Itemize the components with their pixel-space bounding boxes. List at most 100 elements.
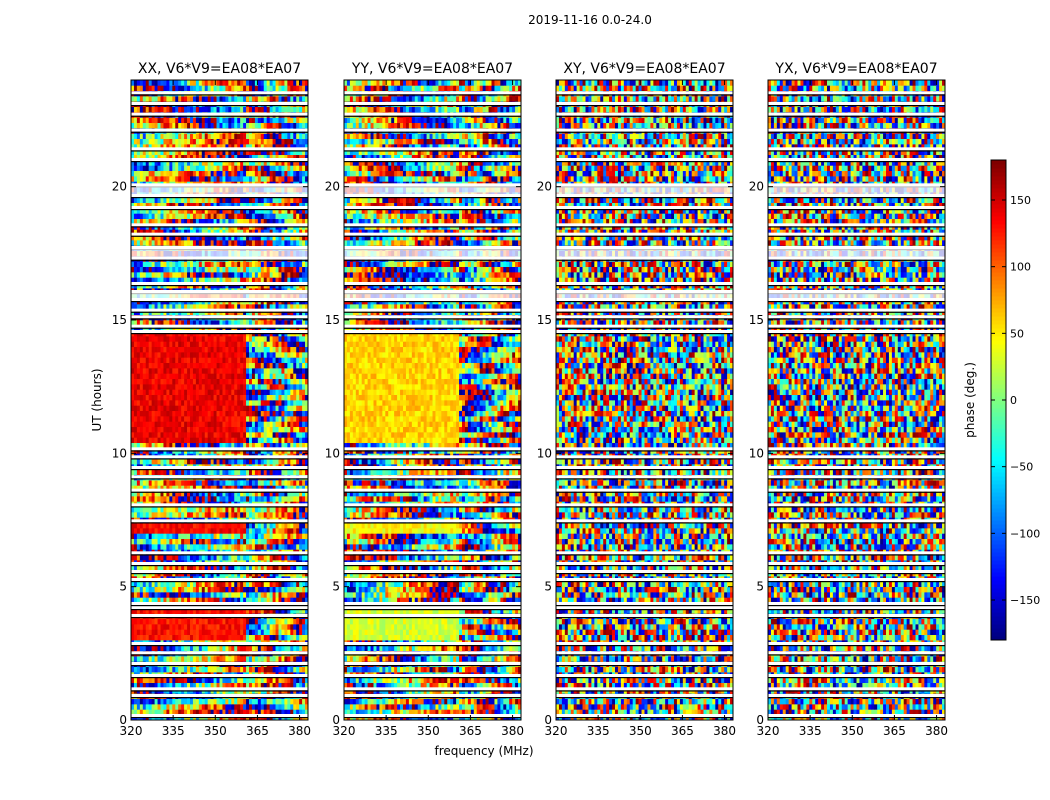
heat-cell — [228, 624, 231, 630]
heat-cell — [264, 656, 267, 662]
heat-cell — [225, 592, 228, 598]
heat-cell — [279, 619, 282, 625]
heat-cell — [202, 704, 205, 710]
heat-cell — [217, 619, 220, 625]
heat-cell — [143, 592, 146, 598]
heat-cell — [220, 629, 223, 635]
heat-cell — [284, 629, 287, 635]
heat-cell — [217, 667, 220, 673]
heat-cell — [134, 624, 137, 630]
heat-cell — [281, 699, 284, 705]
heat-cell — [302, 629, 305, 635]
heat-cell — [205, 629, 208, 635]
heat-cell — [228, 629, 231, 635]
heat-cell — [273, 624, 276, 630]
heat-cell — [273, 592, 276, 598]
heat-cell — [178, 587, 181, 593]
heat-cell — [299, 699, 302, 705]
heat-cell — [225, 635, 228, 641]
heat-cell — [146, 704, 149, 710]
heat-cell — [264, 704, 267, 710]
heat-cell — [181, 704, 184, 710]
heat-cell — [181, 699, 184, 705]
heat-cell — [237, 624, 240, 630]
heat-cell — [199, 629, 202, 635]
heat-cell — [234, 704, 237, 710]
heat-cell — [169, 699, 172, 705]
heat-cell — [287, 704, 290, 710]
heat-cell — [240, 587, 243, 593]
heat-cell — [211, 624, 214, 630]
heat-cell — [199, 587, 202, 593]
heat-cell — [249, 656, 252, 662]
heat-cell — [193, 592, 196, 598]
heat-cell — [166, 667, 169, 673]
heat-cell — [231, 667, 234, 673]
heat-cell — [279, 592, 282, 598]
heat-cell — [237, 629, 240, 635]
heat-cell — [299, 629, 302, 635]
heat-cell — [187, 699, 190, 705]
heat-cell — [158, 656, 161, 662]
heat-cell — [211, 592, 214, 598]
heat-cell — [140, 624, 143, 630]
heat-cell — [161, 704, 164, 710]
heat-cell — [137, 699, 140, 705]
heat-cell — [217, 592, 220, 598]
heat-cell — [246, 629, 249, 635]
heat-cell — [258, 704, 261, 710]
heat-cell — [252, 667, 255, 673]
heat-cell — [264, 629, 267, 635]
heat-cell — [149, 629, 152, 635]
heat-cell — [240, 699, 243, 705]
heat-cell — [287, 699, 290, 705]
heat-cell — [237, 619, 240, 625]
heat-cell — [231, 704, 234, 710]
heat-cell — [155, 656, 158, 662]
heat-cell — [255, 629, 258, 635]
heat-cell — [184, 656, 187, 662]
heat-cell — [249, 699, 252, 705]
heat-cell — [184, 619, 187, 625]
heat-cell — [270, 619, 273, 625]
heat-cell — [228, 635, 231, 641]
heat-cell — [249, 619, 252, 625]
heat-cell — [181, 624, 184, 630]
heat-cell — [134, 704, 137, 710]
heat-cell — [281, 667, 284, 673]
heat-cell — [146, 587, 149, 593]
heat-cell — [222, 635, 225, 641]
heat-cell — [264, 635, 267, 641]
heat-cell — [143, 624, 146, 630]
heat-cell — [279, 704, 282, 710]
heat-cell — [228, 619, 231, 625]
heat-cell — [246, 699, 249, 705]
heat-cell — [293, 619, 296, 625]
heat-cell — [161, 635, 164, 641]
heat-cell — [184, 704, 187, 710]
heat-cell — [193, 667, 196, 673]
heat-cell — [293, 629, 296, 635]
heat-cell — [290, 656, 293, 662]
heat-cell — [276, 624, 279, 630]
heat-cell — [240, 592, 243, 598]
heat-cell — [187, 592, 190, 598]
heat-cell — [240, 635, 243, 641]
heat-cell — [152, 656, 155, 662]
heat-cell — [155, 592, 158, 598]
heat-cell — [187, 704, 190, 710]
heat-cell — [166, 656, 169, 662]
heat-cell — [175, 629, 178, 635]
heat-cell — [281, 619, 284, 625]
heat-cell — [181, 656, 184, 662]
heat-cell — [193, 629, 196, 635]
heat-cell — [193, 587, 196, 593]
heat-cell — [246, 656, 249, 662]
heat-cell — [134, 619, 137, 625]
heat-cell — [140, 587, 143, 593]
heat-cell — [249, 635, 252, 641]
heat-cell — [199, 624, 202, 630]
heat-cell — [243, 592, 246, 598]
heat-cell — [211, 629, 214, 635]
heat-cell — [276, 699, 279, 705]
